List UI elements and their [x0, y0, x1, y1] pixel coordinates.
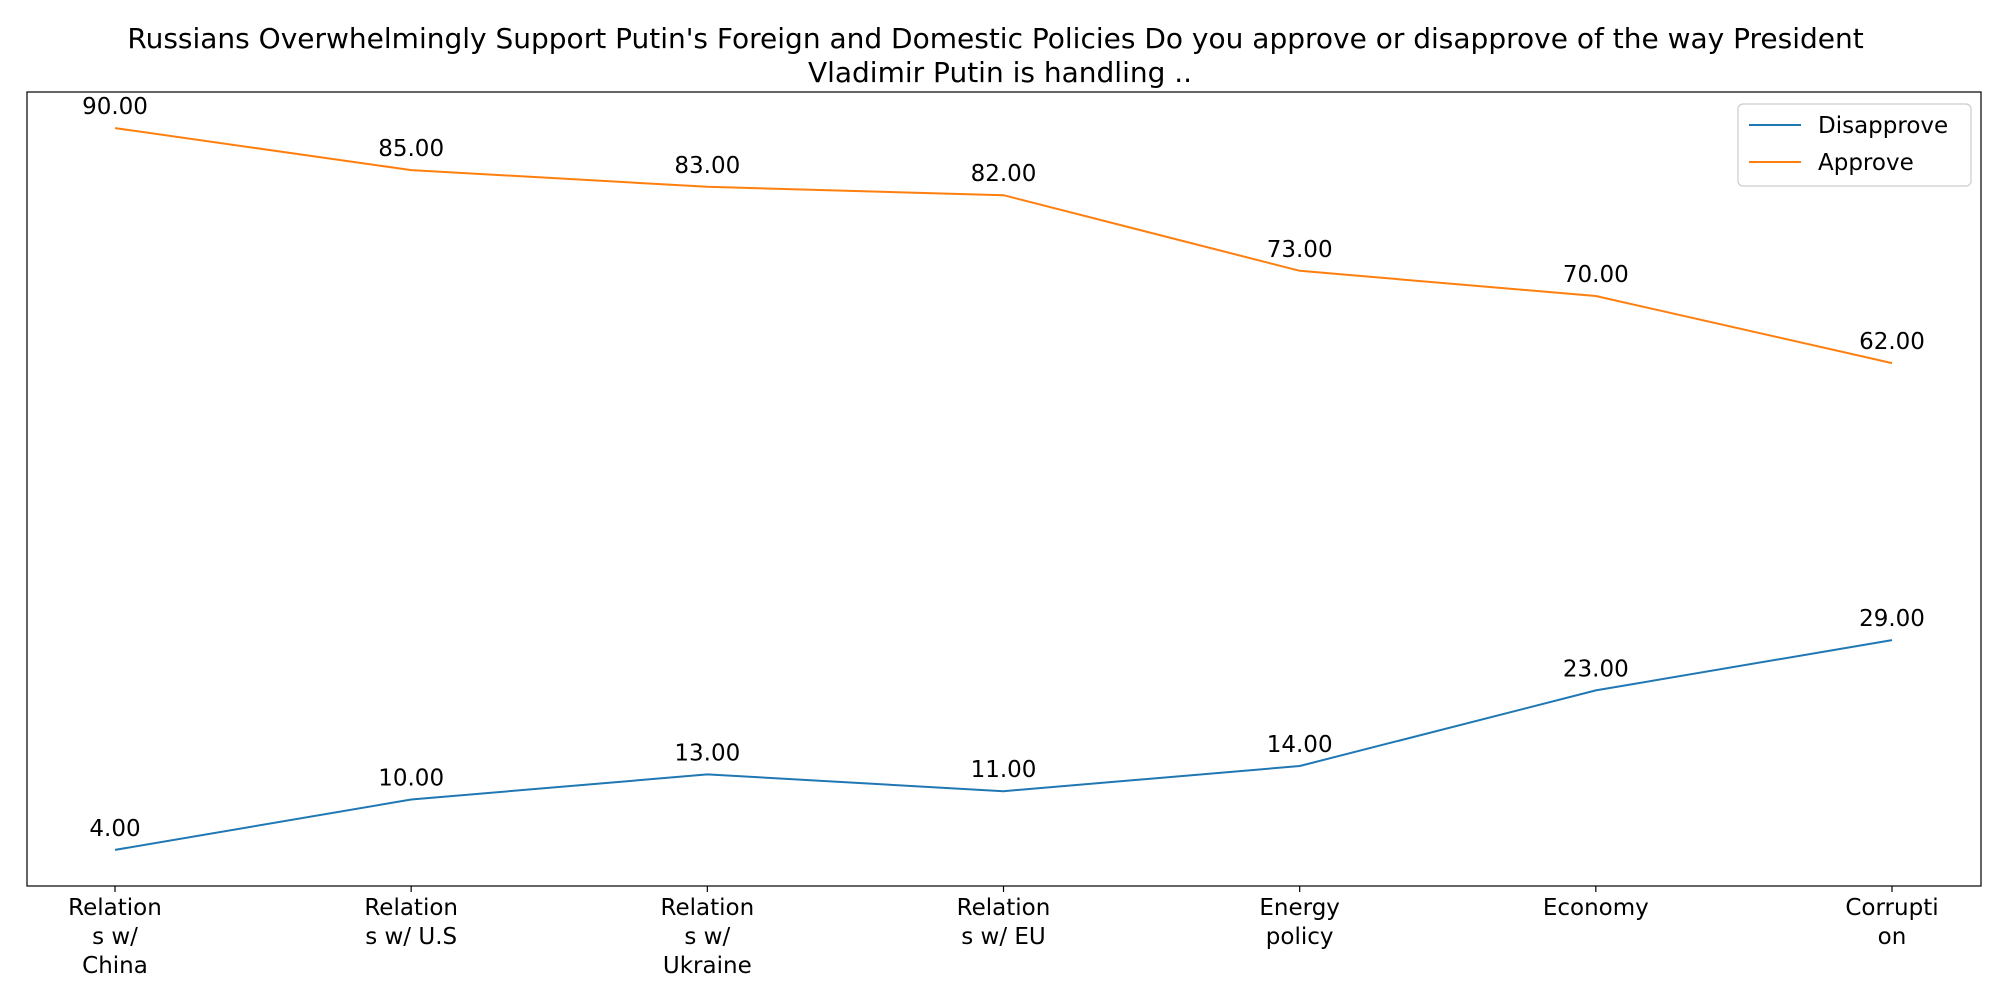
- data-label-disapprove: 14.00: [1267, 732, 1333, 758]
- data-label-approve: 62.00: [1859, 329, 1925, 355]
- data-labels: 4.00 10.00 13.00 11.00 14.00 23.00 29.00 90.00 8…: [82, 94, 1925, 842]
- x-tick-label-line: Corrupti: [1845, 895, 1938, 921]
- x-tick-label-line: Relation: [68, 895, 162, 921]
- data-label-approve: 70.00: [1563, 262, 1629, 288]
- x-tick-label: Corrupti on: [1845, 895, 1938, 950]
- x-tick-label-line: policy: [1266, 924, 1334, 950]
- x-tick-label: Relation s w/Ukraine: [661, 895, 755, 979]
- legend-label-disapprove: Disapprove: [1818, 113, 1948, 139]
- series-line-approve: [114, 127, 1893, 365]
- data-label-disapprove: 13.00: [674, 740, 740, 766]
- data-label-disapprove: 4.00: [89, 816, 140, 842]
- x-tick-label-line: Energy: [1259, 895, 1340, 921]
- x-tick-label: Economy: [1543, 895, 1649, 921]
- data-label-disapprove: 23.00: [1563, 656, 1629, 682]
- x-tick-label-line: on: [1878, 924, 1907, 950]
- x-tick-label: Relation s w/ U.S: [364, 895, 458, 950]
- series-line-disapprove: [114, 639, 1893, 851]
- x-tick-label-line: Relation: [957, 895, 1051, 921]
- data-label-approve: 82.00: [971, 161, 1037, 187]
- x-tick-label-line: s w/: [92, 924, 138, 950]
- series-layer: [114, 127, 1893, 851]
- x-tick-label-line: Ukraine: [663, 953, 752, 979]
- x-tick-label: Energy policy: [1259, 895, 1340, 950]
- x-tick-label-line: s w/ U.S: [365, 924, 457, 950]
- data-label-approve: 73.00: [1267, 237, 1333, 263]
- x-tick-label-line: China: [82, 953, 148, 979]
- data-label-approve: 83.00: [674, 153, 740, 179]
- x-tick-label: Relation s w/ EU: [957, 895, 1051, 950]
- data-label-approve: 90.00: [82, 94, 148, 120]
- data-label-disapprove: 10.00: [378, 766, 444, 792]
- chart-title: Russians Overwhelmingly Support Putin's …: [127, 22, 1872, 89]
- chart-title-line-1: Russians Overwhelmingly Support Putin's …: [127, 22, 1863, 55]
- legend: Disapprove Approve: [1737, 103, 1972, 187]
- x-tick-label-line: Relation: [661, 895, 755, 921]
- data-label-disapprove: 11.00: [971, 757, 1037, 783]
- legend-label-approve: Approve: [1818, 150, 1914, 176]
- x-tick-label-line: s w/: [684, 924, 730, 950]
- x-tick-label: Relation s w/China: [68, 895, 162, 979]
- chart-title-line-2: Vladimir Putin is handling ..: [808, 56, 1192, 89]
- x-tick-label-line: Relation: [364, 895, 458, 921]
- x-tick-label-line: s w/ EU: [961, 924, 1046, 950]
- data-label-disapprove: 29.00: [1859, 606, 1925, 632]
- data-label-approve: 85.00: [378, 136, 444, 162]
- x-tick-label-line: Economy: [1543, 895, 1649, 921]
